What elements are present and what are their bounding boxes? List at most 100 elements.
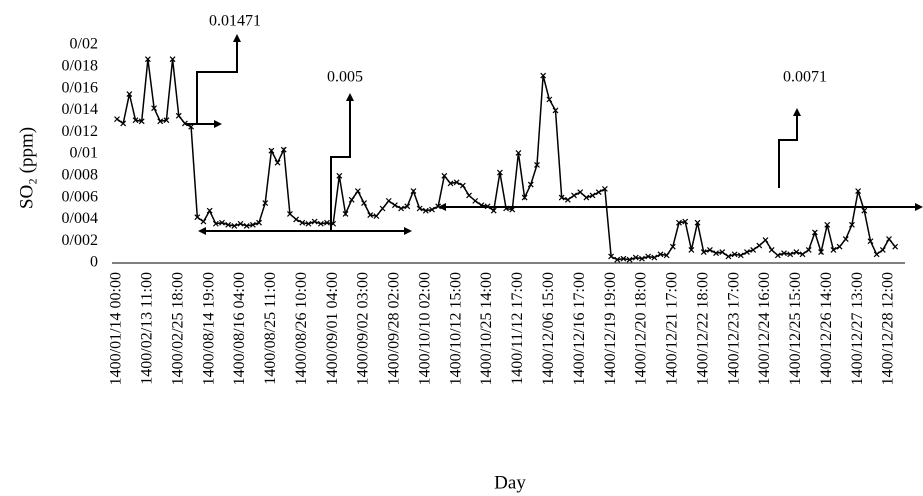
x-tick-label: 1400/12/27 13:00 <box>849 272 866 385</box>
x-tick-label: 1400/12/21 17:00 <box>664 272 681 385</box>
data-marker <box>367 212 374 218</box>
y-tick-label: 0/002 <box>62 232 98 249</box>
data-marker <box>299 219 306 226</box>
data-marker <box>651 254 658 261</box>
data-marker <box>354 188 361 194</box>
data-marker <box>595 189 602 196</box>
data-marker <box>849 221 855 228</box>
x-tick-label: 1400/09/02 03:00 <box>355 272 372 385</box>
x-tick-label: 1400/08/14 19:00 <box>200 272 217 385</box>
data-marker <box>886 236 892 242</box>
x-tick-label: 1400/08/26 10:00 <box>293 272 310 385</box>
data-marker <box>744 249 750 256</box>
data-marker <box>830 246 837 253</box>
data-marker <box>280 146 287 153</box>
y-tick-label: 0/016 <box>62 79 98 96</box>
data-marker <box>398 205 405 212</box>
data-marker <box>287 211 293 217</box>
data-marker <box>620 255 627 262</box>
data-marker <box>546 96 553 103</box>
data-marker <box>558 194 565 201</box>
data-marker <box>490 207 497 214</box>
x-tick-label: 1400/11/12 17:00 <box>509 272 526 385</box>
data-marker <box>342 211 349 217</box>
data-marker <box>762 237 769 244</box>
data-marker <box>694 219 701 226</box>
x-tick-label: 1400/12/24 16:00 <box>756 272 773 385</box>
y-tick-label: 0/012 <box>62 123 98 140</box>
data-marker <box>583 194 590 201</box>
data-marker <box>781 250 787 257</box>
data-marker <box>422 207 429 214</box>
data-marker <box>731 251 738 258</box>
data-marker <box>459 182 466 189</box>
data-marker <box>175 112 182 119</box>
data-marker <box>700 249 707 256</box>
data-marker <box>151 105 157 112</box>
x-tick-label: 1400/12/06 15:00 <box>540 272 557 385</box>
data-marker <box>144 56 151 63</box>
data-marker <box>867 238 874 245</box>
data-marker <box>706 246 713 253</box>
data-marker <box>268 147 275 154</box>
x-tick-label: 1400/10/12 15:00 <box>447 272 464 385</box>
data-marker <box>472 197 479 204</box>
data-marker <box>194 214 201 221</box>
data-marker <box>120 120 127 127</box>
data-marker <box>836 243 843 250</box>
data-marker <box>663 252 670 259</box>
y-tick-label: 0/014 <box>62 101 98 118</box>
data-marker <box>811 229 818 236</box>
data-marker <box>515 149 522 156</box>
data-marker <box>212 220 219 227</box>
data-marker <box>737 252 744 259</box>
data-marker <box>725 253 732 260</box>
data-marker <box>435 203 442 210</box>
data-marker <box>509 206 516 213</box>
y-tick-label: 0/02 <box>70 36 98 53</box>
data-marker <box>225 221 232 228</box>
data-marker <box>348 196 355 203</box>
y-tick-label: 0/01 <box>70 145 98 162</box>
data-marker <box>645 253 652 260</box>
data-marker <box>274 159 281 166</box>
data-marker <box>527 181 534 188</box>
data-marker <box>441 172 448 179</box>
data-marker <box>249 221 256 228</box>
data-marker <box>373 213 380 220</box>
data-marker <box>361 200 367 206</box>
x-tick-label: 1400/02/25 18:00 <box>169 272 186 385</box>
data-marker <box>293 216 300 223</box>
data-marker <box>466 192 472 199</box>
data-marker <box>676 219 682 226</box>
data-marker <box>453 179 460 186</box>
y-tick-label: 0/004 <box>62 210 98 227</box>
x-tick-label: 1400/09/28 02:00 <box>386 272 403 385</box>
data-marker <box>169 56 176 63</box>
x-tick-label: 1400/10/10 02:00 <box>416 272 433 385</box>
x-tick-label: 1400/09/01 04:00 <box>324 272 341 385</box>
data-marker <box>552 107 559 114</box>
x-tick-label: 1400/12/16 17:00 <box>571 272 588 385</box>
data-marker <box>157 118 164 125</box>
data-marker <box>262 200 269 206</box>
x-tick-label: 1400/12/28 12:00 <box>880 272 897 385</box>
data-marker <box>879 246 886 253</box>
x-tick-label: 1400/10/25 14:00 <box>478 272 495 385</box>
data-marker <box>200 218 207 225</box>
data-marker <box>855 188 862 194</box>
data-marker <box>571 192 577 199</box>
data-marker <box>861 207 868 214</box>
data-marker <box>311 218 318 225</box>
data-marker <box>626 256 633 263</box>
data-marker <box>243 223 250 229</box>
data-marker <box>750 246 757 253</box>
x-tick-label: 1400/02/13 11:00 <box>139 272 156 385</box>
data-marker <box>873 251 880 258</box>
data-marker <box>429 206 435 213</box>
data-marker <box>206 207 213 214</box>
x-tick-label: 1400/08/16 04:00 <box>231 272 248 385</box>
data-marker <box>379 205 386 212</box>
data-marker <box>614 256 621 263</box>
